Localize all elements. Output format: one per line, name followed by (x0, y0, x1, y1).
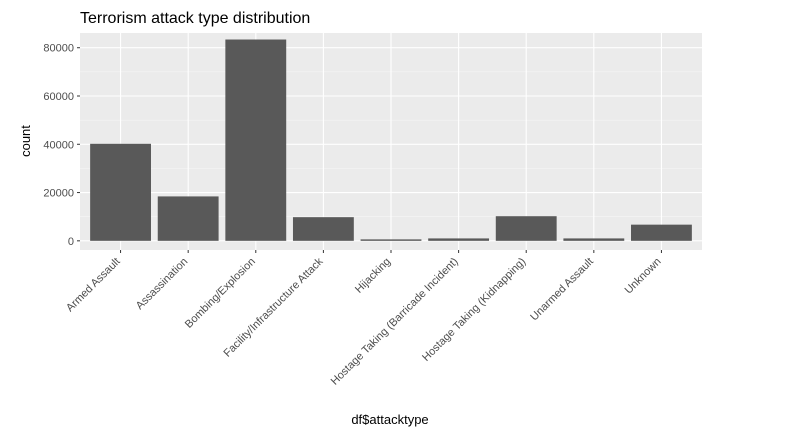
x-axis-title: df$attacktype (351, 412, 428, 427)
bar-unarmed-assault (563, 238, 625, 241)
y-axis-title: count (18, 125, 33, 157)
x-tick-label: Assassination (134, 256, 190, 312)
x-tick-label: Hostage Taking (Barricade Incident) (329, 256, 461, 388)
bar-hijacking (360, 239, 422, 241)
x-tick-label: Unknown (623, 256, 664, 297)
bar-facility-infrastructure-attack (292, 217, 354, 241)
x-tick-label: Armed Assault (64, 256, 123, 315)
x-tick-label: Unarmed Assault (528, 256, 596, 324)
bar-bombing-explosion (225, 39, 287, 241)
x-tick-label: Hijacking (353, 256, 393, 296)
bar-assassination (157, 196, 219, 241)
y-tick-label: 40000 (43, 139, 74, 151)
bars (90, 39, 692, 241)
bar-hostage-taking-barricade-incident (428, 238, 490, 241)
y-tick-label: 20000 (43, 188, 74, 200)
y-tick-label: 0 (68, 236, 74, 248)
bar-hostage-taking-kidnapping (495, 216, 557, 241)
y-tick-label: 60000 (43, 91, 74, 103)
chart-title: Terrorism attack type distribution (80, 10, 310, 27)
y-axis: 0 20000 40000 60000 80000 (43, 43, 80, 248)
x-axis: Armed Assault AssassinationBombing/Explos… (64, 250, 664, 388)
bar-armed-assault (90, 143, 151, 241)
bar-unknown (631, 224, 692, 241)
y-tick-label: 80000 (43, 43, 74, 55)
x-tick-label: Bombing/Explosion (183, 256, 258, 331)
